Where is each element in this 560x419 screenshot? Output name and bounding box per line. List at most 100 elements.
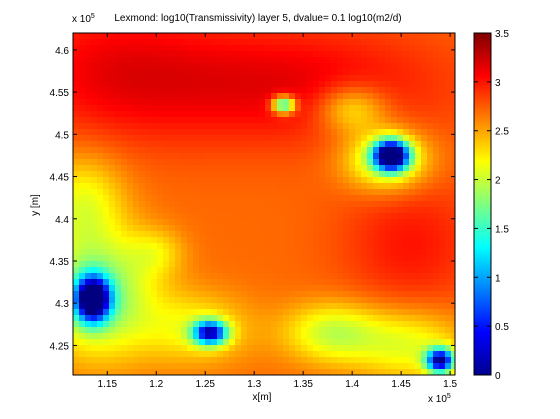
heatmap-cell — [355, 75, 362, 82]
heatmap-cell — [139, 63, 146, 70]
heatmap-cell — [433, 117, 440, 124]
heatmap-cell — [313, 75, 320, 82]
heatmap-cell — [217, 249, 224, 256]
heatmap-cell — [403, 45, 410, 52]
heatmap-cell — [193, 219, 200, 226]
heatmap-cell — [145, 237, 152, 244]
heatmap-cell — [373, 141, 380, 148]
heatmap-cell — [337, 363, 344, 370]
heatmap-cell — [79, 129, 86, 136]
heatmap-cell — [97, 117, 104, 124]
heatmap-cell — [151, 69, 158, 76]
heatmap-cell — [115, 303, 122, 310]
heatmap-cell — [301, 369, 308, 375]
heatmap-cell — [133, 111, 140, 118]
heatmap-cell — [121, 213, 128, 220]
heatmap-cell — [343, 363, 350, 370]
heatmap-cell — [373, 267, 380, 274]
heatmap-cell — [445, 279, 452, 286]
heatmap-cell — [109, 363, 116, 370]
heatmap-cell — [151, 261, 158, 268]
heatmap-cell — [301, 327, 308, 334]
heatmap-cell — [85, 99, 92, 106]
heatmap-cell — [85, 171, 92, 178]
heatmap-cell — [295, 189, 302, 196]
heatmap-cell — [103, 225, 110, 232]
heatmap-cell — [445, 195, 452, 202]
heatmap-cell — [73, 261, 80, 268]
heatmap-cell — [313, 129, 320, 136]
heatmap-cell — [355, 213, 362, 220]
heatmap-cell — [187, 261, 194, 268]
heatmap-cell — [415, 225, 422, 232]
heatmap-cell — [409, 357, 416, 364]
heatmap-cell — [391, 207, 398, 214]
heatmap-cell — [73, 267, 80, 274]
heatmap-cell — [247, 315, 254, 322]
heatmap-cell — [217, 363, 224, 370]
heatmap-cell — [91, 297, 98, 304]
heatmap-cell — [145, 171, 152, 178]
heatmap-cell — [103, 321, 110, 328]
heatmap-cell — [73, 327, 80, 334]
heatmap-cell — [157, 135, 164, 142]
heatmap-cell — [259, 357, 266, 364]
heatmap-cell — [313, 219, 320, 226]
heatmap-cell — [187, 105, 194, 112]
heatmap-cell — [451, 183, 455, 190]
heatmap-cell — [421, 267, 428, 274]
heatmap-cell — [427, 153, 434, 160]
heatmap-cell — [409, 183, 416, 190]
heatmap-cell — [331, 63, 338, 70]
heatmap-cell — [451, 57, 455, 64]
heatmap-cell — [265, 129, 272, 136]
heatmap-cell — [415, 81, 422, 88]
heatmap-cell — [121, 309, 128, 316]
heatmap-cell — [73, 369, 80, 375]
heatmap-cell — [181, 141, 188, 148]
heatmap-cell — [241, 339, 248, 346]
heatmap-cell — [181, 321, 188, 328]
heatmap-cell — [301, 189, 308, 196]
heatmap-cell — [235, 141, 242, 148]
heatmap-cell — [319, 243, 326, 250]
heatmap-cell — [427, 189, 434, 196]
heatmap-cell — [331, 39, 338, 46]
heatmap-cell — [127, 63, 134, 70]
heatmap-cell — [283, 117, 290, 124]
heatmap-cell — [229, 237, 236, 244]
heatmap-cell — [271, 147, 278, 154]
heatmap-cell — [313, 261, 320, 268]
heatmap-cell — [361, 69, 368, 76]
heatmap-cell — [403, 75, 410, 82]
heatmap-cell — [337, 213, 344, 220]
y-axis-label: y [m] — [30, 194, 41, 216]
heatmap-cell — [103, 177, 110, 184]
heatmap-cell — [331, 297, 338, 304]
heatmap-cell — [253, 189, 260, 196]
heatmap-cell — [319, 201, 326, 208]
heatmap-cell — [427, 123, 434, 130]
heatmap-cell — [229, 111, 236, 118]
heatmap-cell — [139, 255, 146, 262]
heatmap-cell — [445, 141, 452, 148]
heatmap-cell — [379, 369, 386, 375]
heatmap-cell — [331, 225, 338, 232]
heatmap-cell — [115, 285, 122, 292]
heatmap-cell — [289, 345, 296, 352]
heatmap-cell — [91, 189, 98, 196]
heatmap-cell — [355, 231, 362, 238]
heatmap-cell — [181, 45, 188, 52]
heatmap-cell — [355, 63, 362, 70]
heatmap-cell — [139, 189, 146, 196]
heatmap-cell — [211, 339, 218, 346]
heatmap-cell — [151, 111, 158, 118]
heatmap-cell — [355, 201, 362, 208]
heatmap-cell — [247, 267, 254, 274]
heatmap-cell — [313, 117, 320, 124]
heatmap-cell — [259, 177, 266, 184]
heatmap-cell — [145, 69, 152, 76]
heatmap-cell — [385, 153, 392, 160]
heatmap-cell — [385, 357, 392, 364]
heatmap-cell — [253, 51, 260, 58]
